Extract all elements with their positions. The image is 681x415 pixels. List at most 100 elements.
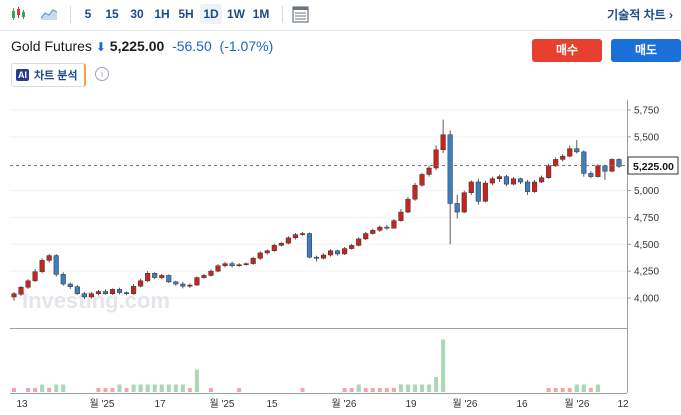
volume-bar (166, 384, 171, 392)
timeframe-1h[interactable]: 1H (154, 7, 170, 21)
candle-body (320, 254, 327, 259)
candle-body (32, 271, 38, 282)
buy-button[interactable]: 매수 (532, 39, 602, 62)
x-tick-label: 월 '25 (209, 398, 234, 410)
x-tick-label: 12 (617, 399, 629, 410)
volume-bar (405, 384, 410, 392)
candle-body (447, 134, 453, 204)
volume-bar (434, 377, 439, 392)
timeframe-15[interactable]: 15 (105, 7, 119, 21)
candle-body (159, 275, 165, 278)
technical-chart-link[interactable]: 기술적 차트 › (607, 8, 673, 22)
candle-body (278, 242, 284, 246)
candle-body (208, 270, 214, 276)
y-tick-label: 4,250 (634, 267, 659, 278)
sell-button[interactable]: 매도 (611, 39, 681, 62)
candle-body (25, 280, 31, 288)
candle-body (187, 284, 193, 287)
volume-bar (237, 388, 242, 392)
volume-bar (96, 388, 101, 392)
ai-badge: AI (16, 69, 29, 81)
candle-body (250, 258, 256, 264)
candle-body (532, 181, 538, 192)
info-icon[interactable]: i (95, 67, 109, 81)
volume-bars (12, 339, 600, 392)
volume-bar (152, 384, 157, 392)
volume-bar (553, 388, 558, 392)
volume-bar (180, 384, 185, 392)
volume-bar (581, 384, 586, 392)
instrument-header: Gold Futures ⬇ 5,225.00 -56.50 (-1.07%) (11, 38, 273, 54)
candle-body (313, 256, 320, 259)
y-tick-label: 4,000 (634, 294, 659, 305)
candle-body (349, 245, 355, 249)
candle-body (581, 151, 587, 174)
candle-body (335, 250, 341, 255)
candle-body (285, 237, 291, 244)
volume-bar (377, 388, 382, 392)
timeframe-30[interactable]: 30 (130, 7, 144, 21)
volume-bar (567, 388, 572, 392)
volume-bar (187, 388, 192, 392)
chart-grid (10, 109, 627, 299)
candle-body (503, 176, 509, 185)
candle-body (173, 281, 179, 285)
volume-bar (560, 388, 565, 392)
x-tick-label: 13 (16, 399, 28, 410)
candle-body (461, 192, 467, 213)
volume-bar (391, 388, 396, 392)
volume-bar (194, 369, 199, 392)
price-change: -56.50 (172, 38, 212, 54)
candle-body (39, 260, 45, 272)
y-tick-label: 5,500 (634, 132, 659, 143)
chart-toolbar: 5 15 30 1H 5H 1D 1W 1M 기술적 차트 › (0, 0, 681, 31)
price-change-percent: (-1.07%) (219, 38, 274, 54)
volume-bar (384, 388, 389, 392)
volume-bar (33, 388, 38, 392)
candle-body (166, 275, 172, 283)
volume-bar (173, 384, 178, 392)
candle-body (440, 134, 446, 150)
candle-body (60, 274, 66, 285)
candle-body (53, 255, 59, 275)
candle-body (342, 248, 348, 255)
x-tick-label: 16 (516, 399, 528, 410)
area-chart-icon[interactable] (40, 7, 58, 21)
candle-body (236, 264, 242, 267)
timeframe-5[interactable]: 5 (84, 7, 92, 21)
candle-body (517, 178, 524, 183)
candle-body (328, 250, 334, 256)
timeframe-1w[interactable]: 1W (227, 7, 245, 21)
volume-bar (349, 388, 354, 392)
volume-bar (546, 388, 551, 392)
timeframe-1m[interactable]: 1M (252, 7, 270, 21)
candle-body (574, 148, 580, 153)
candle-body (468, 181, 474, 193)
candle-body (560, 155, 566, 160)
candlesticks (11, 119, 622, 301)
candle-body (539, 177, 545, 183)
volume-bar (103, 388, 108, 392)
chart-settings-icon[interactable] (292, 6, 309, 23)
chart-analysis-chip[interactable]: AI 차트 분석 (11, 63, 86, 87)
down-arrow-icon: ⬇ (95, 40, 106, 54)
timeframe-5h[interactable]: 5H (178, 7, 194, 21)
x-tick-label: 15 (266, 399, 278, 410)
candle-body (616, 159, 622, 167)
volume-bar (300, 388, 305, 392)
candle-body (475, 181, 481, 202)
candle-body (553, 159, 559, 167)
volume-bar (427, 384, 432, 392)
candle-body (145, 273, 151, 282)
candle-body (482, 182, 488, 202)
x-tick-label: 17 (154, 399, 166, 410)
candle-body (194, 277, 200, 286)
volume-bar (441, 339, 446, 392)
candle-body (524, 181, 531, 192)
candle-body (81, 293, 87, 298)
candle-body (180, 283, 186, 287)
timeframe-1d[interactable]: 1D (200, 4, 222, 24)
candlestick-icon[interactable] (10, 6, 26, 22)
